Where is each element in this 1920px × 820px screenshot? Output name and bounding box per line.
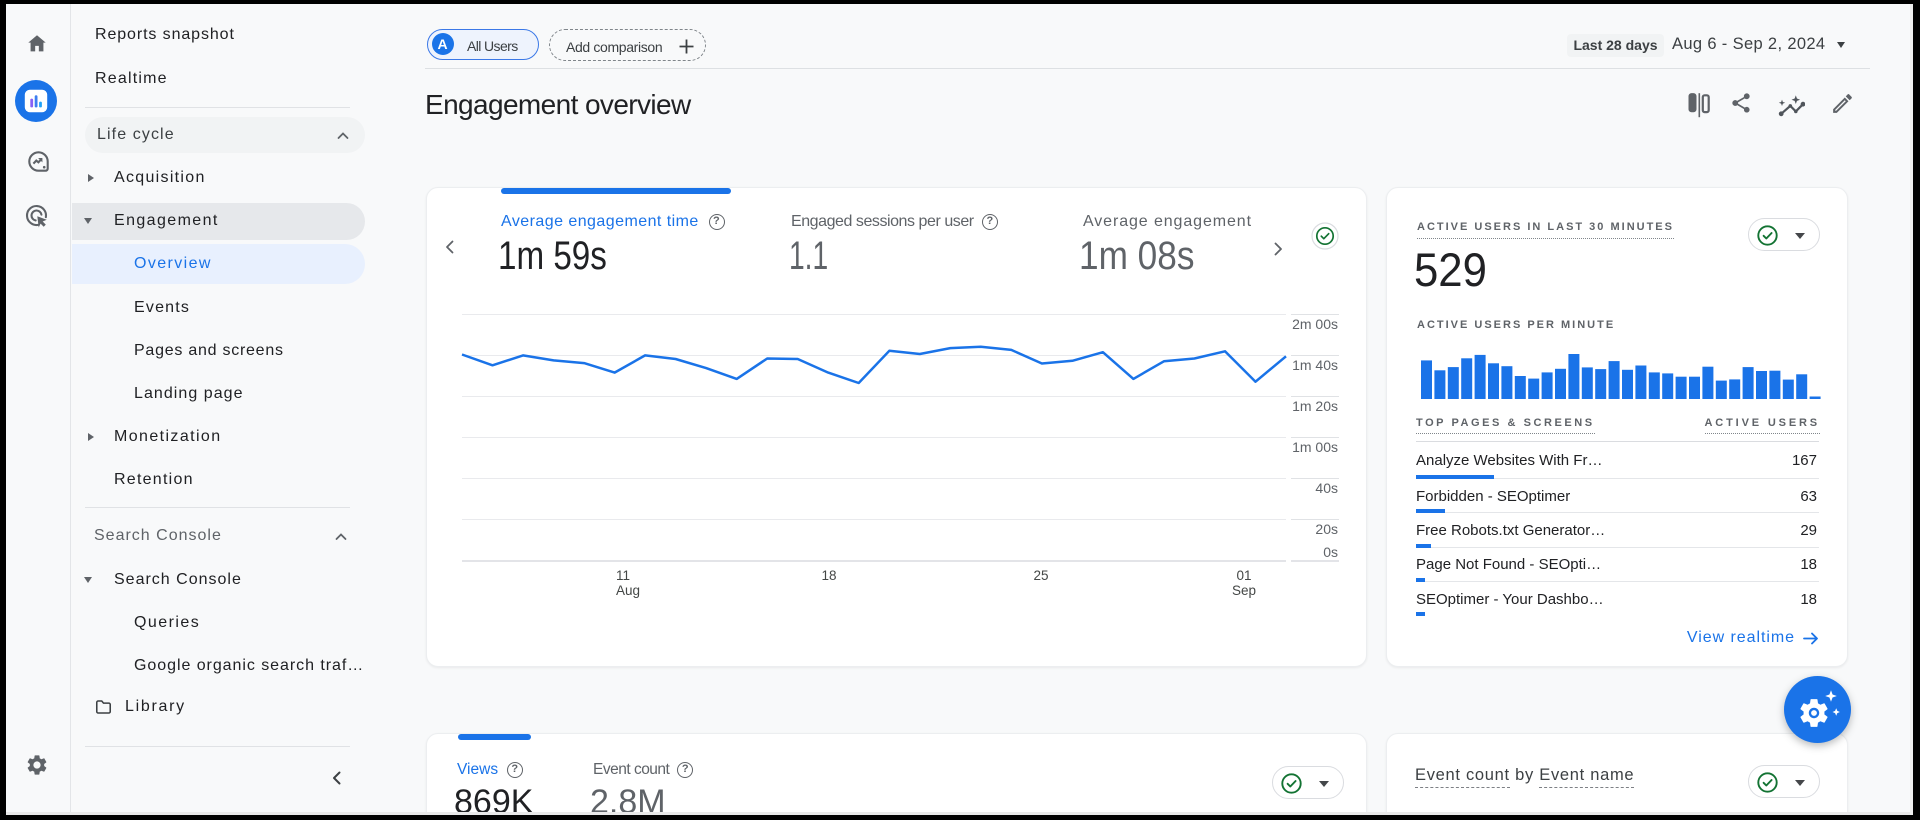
svg-text:0s: 0s — [1323, 544, 1338, 560]
svg-text:11: 11 — [616, 568, 630, 583]
svg-text:1m 00s: 1m 00s — [1292, 439, 1338, 455]
svg-text:2m 00s: 2m 00s — [1292, 316, 1338, 332]
svg-text:Aug: Aug — [616, 583, 640, 598]
svg-text:18: 18 — [821, 568, 836, 583]
svg-text:Sep: Sep — [1232, 583, 1256, 598]
svg-text:01: 01 — [1236, 568, 1251, 583]
svg-text:1m 20s: 1m 20s — [1292, 398, 1338, 414]
svg-text:40s: 40s — [1315, 480, 1338, 496]
svg-text:1m 40s: 1m 40s — [1292, 357, 1338, 373]
svg-text:20s: 20s — [1315, 521, 1338, 537]
svg-text:25: 25 — [1033, 568, 1048, 583]
